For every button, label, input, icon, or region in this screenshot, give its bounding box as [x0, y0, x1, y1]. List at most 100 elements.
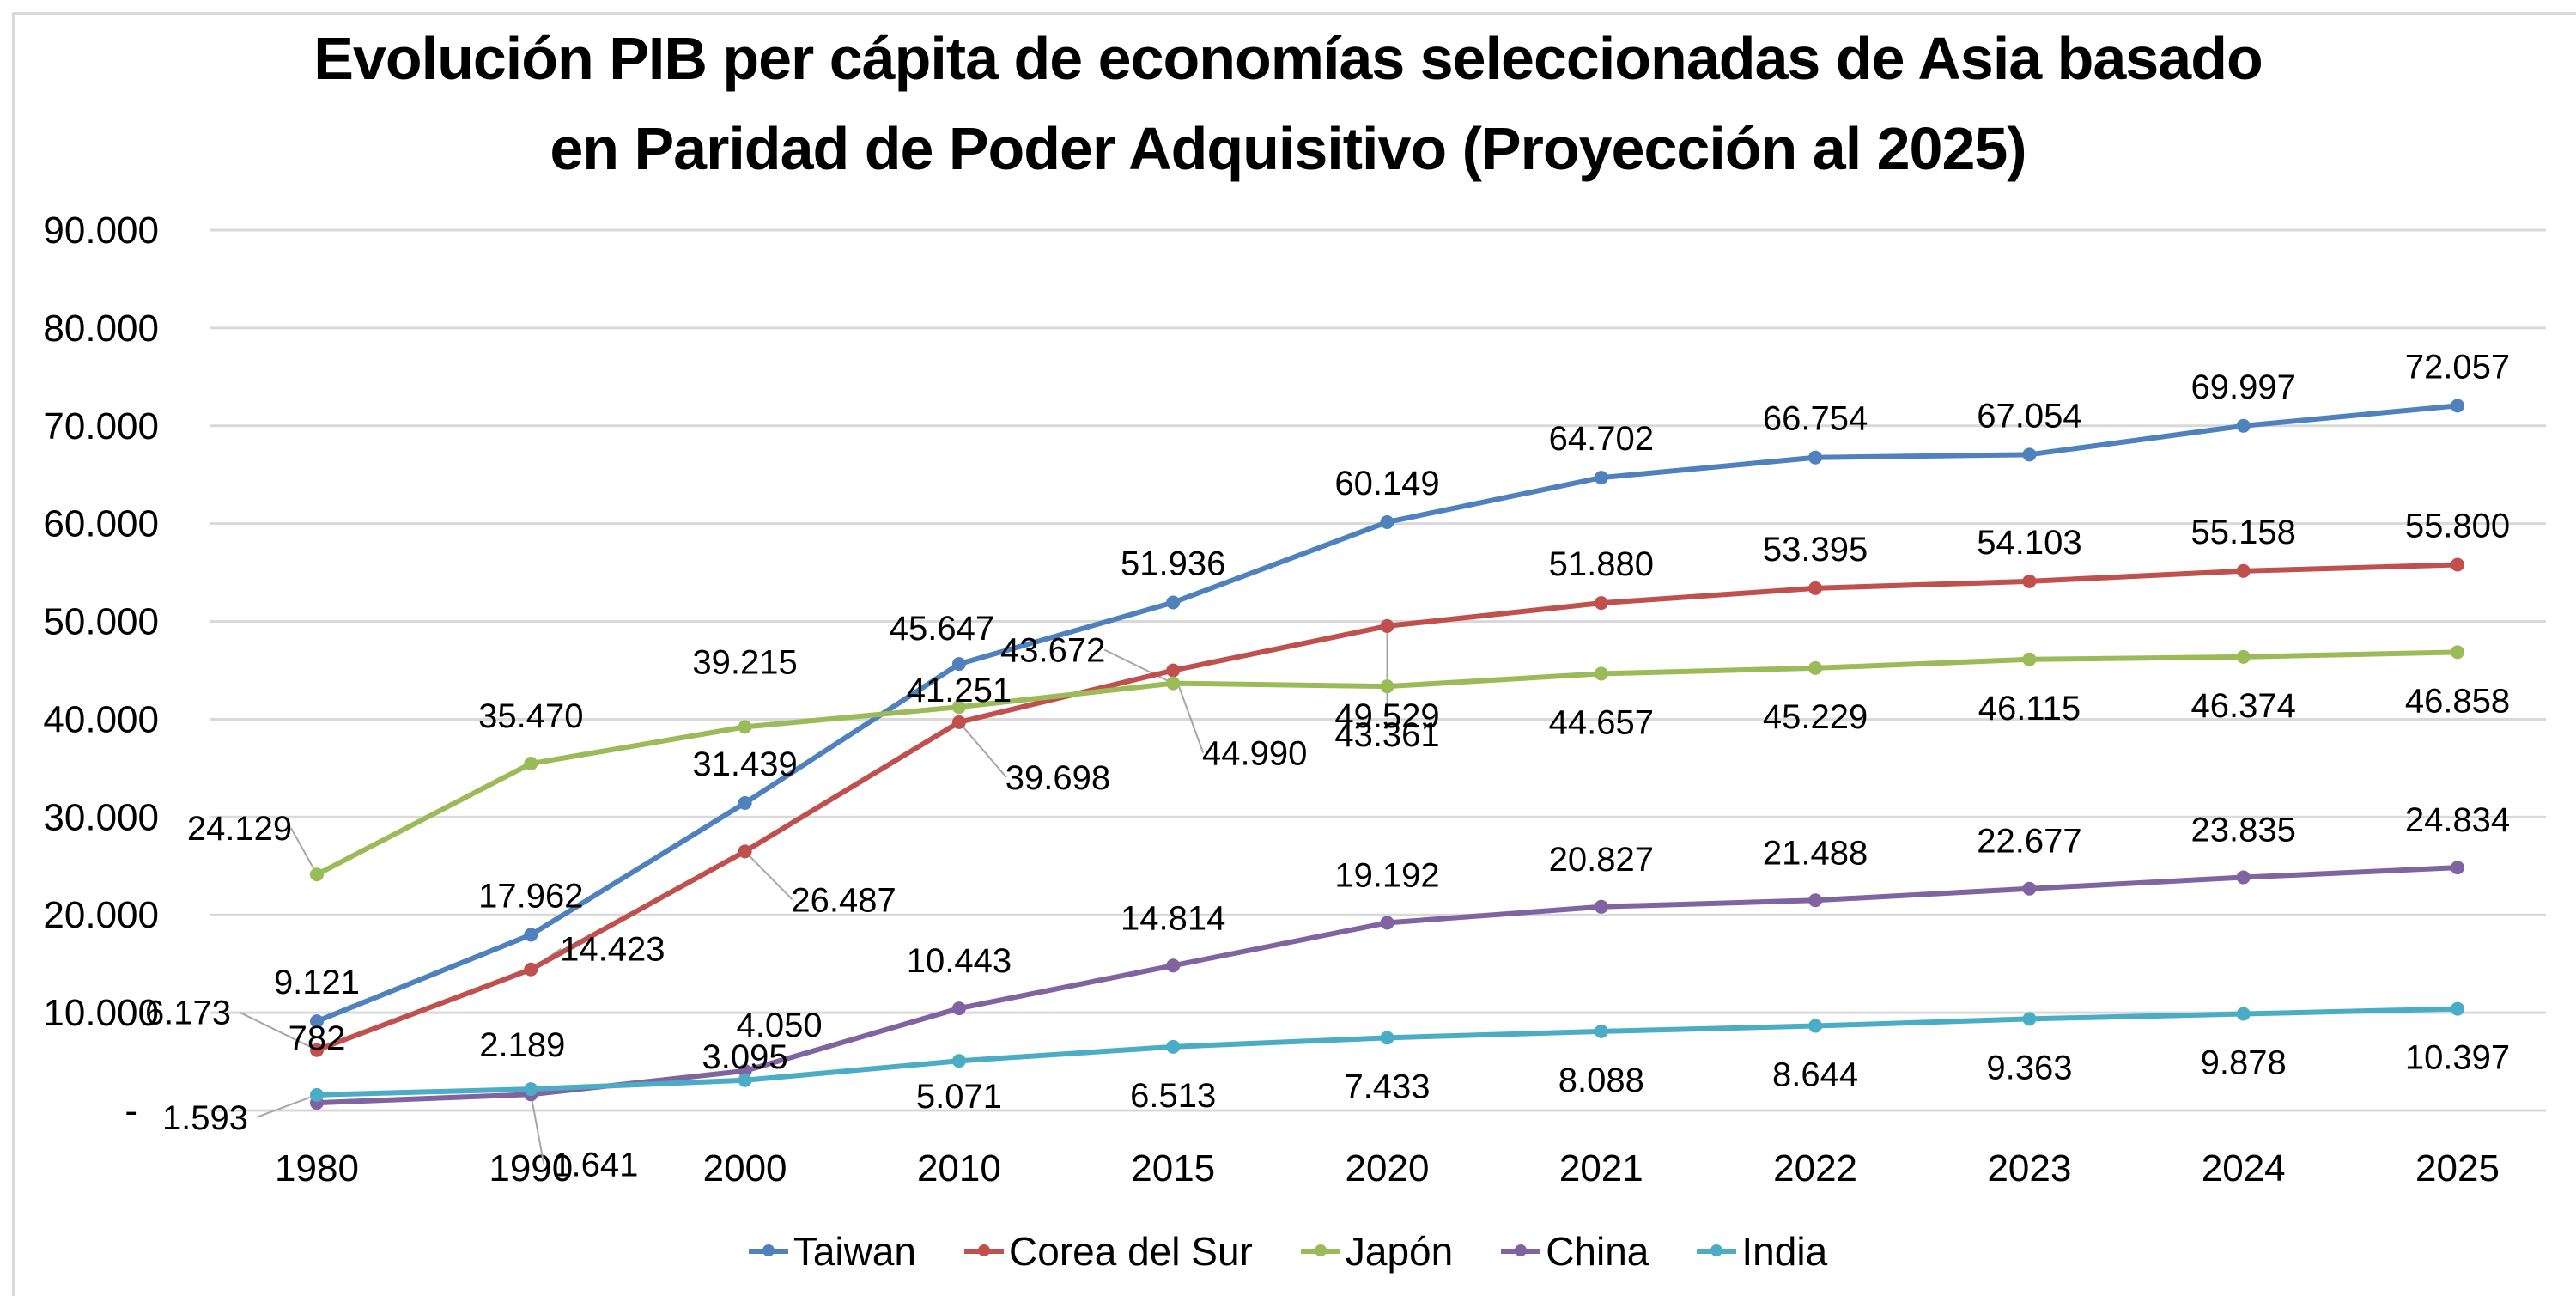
legend-item-taiwan: Taiwan — [748, 1228, 917, 1275]
data-point — [1594, 596, 1608, 611]
data-point — [310, 1014, 324, 1029]
data-label: 39.215 — [692, 643, 797, 681]
data-point — [2236, 870, 2251, 885]
y-tick-label: 60.000 — [43, 503, 159, 545]
data-label: 10.443 — [907, 942, 1012, 980]
data-label: 1.593 — [162, 1099, 248, 1137]
y-tick-label: 80.000 — [43, 307, 159, 350]
y-tick-label: 40.000 — [43, 698, 159, 740]
data-label: 9.363 — [1986, 1049, 2072, 1086]
data-label: 14.423 — [560, 931, 665, 969]
legend-label: China — [1546, 1229, 1649, 1274]
leader-line — [239, 1011, 318, 1051]
leader-line — [744, 850, 793, 901]
y-tick-label: 10.000 — [43, 992, 159, 1034]
data-point — [951, 1054, 966, 1068]
data-label: 9.121 — [274, 964, 360, 1001]
data-label: 14.814 — [1121, 899, 1225, 937]
legend-marker-icon — [1697, 1244, 1737, 1256]
data-point — [1166, 663, 1181, 678]
y-tick-label: 20.000 — [43, 894, 159, 936]
series-lines — [310, 399, 2464, 1110]
legend-item-corea-del-sur: Corea del Sur — [964, 1228, 1253, 1275]
data-point — [2236, 563, 2251, 578]
data-label: 21.488 — [1763, 834, 1868, 872]
data-label: 64.702 — [1549, 420, 1654, 458]
data-label: 44.657 — [1549, 703, 1654, 741]
x-tick-label: 2020 — [1346, 1147, 1430, 1190]
data-point — [524, 928, 538, 942]
x-tick-label: 2025 — [2415, 1147, 2500, 1190]
data-label: 49.529 — [1334, 697, 1439, 735]
data-point — [951, 700, 966, 715]
data-label: 20.827 — [1549, 841, 1654, 879]
data-label: 22.677 — [1977, 823, 2081, 861]
legend-marker-icon — [964, 1244, 1005, 1256]
data-point — [310, 1087, 324, 1102]
leader-line — [256, 1093, 318, 1118]
data-point — [1380, 916, 1394, 930]
data-label: 3.095 — [702, 1038, 788, 1076]
chart-title-line-2: en Paridad de Poder Adquisitivo (Proyecc… — [550, 115, 2026, 182]
data-point — [738, 844, 752, 859]
data-label: 51.936 — [1121, 545, 1225, 583]
data-point — [738, 720, 752, 734]
data-label: 43.361 — [1334, 716, 1439, 754]
data-label: 46.374 — [2191, 687, 2296, 725]
data-label: 51.880 — [1549, 545, 1654, 583]
legend-label: Corea del Sur — [1009, 1229, 1253, 1274]
y-tick-label: 70.000 — [43, 405, 159, 447]
data-label: 39.698 — [1005, 759, 1110, 797]
data-label: 55.800 — [2405, 508, 2510, 545]
gridlines — [210, 228, 2546, 1112]
data-point — [310, 867, 324, 882]
data-point — [524, 1082, 538, 1097]
data-point — [1594, 1024, 1608, 1038]
data-label: 54.103 — [1977, 524, 2081, 562]
x-tick-label: 2010 — [917, 1147, 1001, 1190]
y-tick-label: 30.000 — [43, 796, 159, 838]
data-label: 31.439 — [692, 745, 797, 783]
data-label: 10.397 — [2405, 1039, 2510, 1077]
data-label: 19.192 — [1334, 856, 1439, 894]
data-label: 9.878 — [2201, 1044, 2287, 1082]
data-point — [2451, 399, 2464, 413]
data-point — [951, 715, 966, 729]
data-label: 4.050 — [737, 1007, 823, 1044]
data-label: 41.251 — [907, 672, 1012, 709]
data-point — [1166, 1039, 1181, 1054]
data-point — [1808, 893, 1823, 908]
data-point — [2022, 447, 2037, 462]
data-point — [1380, 1031, 1394, 1045]
data-label: 24.834 — [2405, 801, 2510, 839]
data-label: 53.395 — [1763, 531, 1868, 569]
legend-marker-icon — [1300, 1244, 1340, 1256]
data-label: 5.071 — [916, 1078, 1002, 1116]
data-point — [2022, 574, 2037, 588]
legend-label: Taiwan — [793, 1229, 917, 1274]
data-label: 6.513 — [1130, 1077, 1216, 1115]
data-label: 1.641 — [552, 1146, 638, 1183]
data-point — [738, 795, 752, 810]
x-axis: 1980 1990 2000 2010 2015 2020 2021 2022 2023 2024… — [275, 1147, 2500, 1190]
data-point — [1166, 958, 1181, 973]
data-label: 26.487 — [791, 881, 896, 919]
x-tick-label: 2021 — [1559, 1147, 1643, 1190]
legend-item-china: China — [1501, 1228, 1649, 1275]
legend-item-india: India — [1697, 1228, 1827, 1275]
y-tick-label: 90.000 — [43, 210, 159, 252]
data-label: 45.647 — [890, 610, 994, 648]
data-point — [2236, 1007, 2251, 1021]
data-point — [524, 962, 538, 977]
data-point — [2451, 861, 2464, 875]
legend-marker-icon — [1501, 1244, 1541, 1256]
x-tick-label: 2024 — [2202, 1147, 2286, 1190]
data-point — [951, 657, 966, 672]
data-label: 2.189 — [479, 1026, 565, 1064]
data-point — [1166, 676, 1181, 691]
data-point — [1594, 899, 1608, 914]
data-point — [2451, 557, 2464, 572]
data-point — [738, 1073, 752, 1087]
data-label: 8.088 — [1558, 1062, 1644, 1099]
